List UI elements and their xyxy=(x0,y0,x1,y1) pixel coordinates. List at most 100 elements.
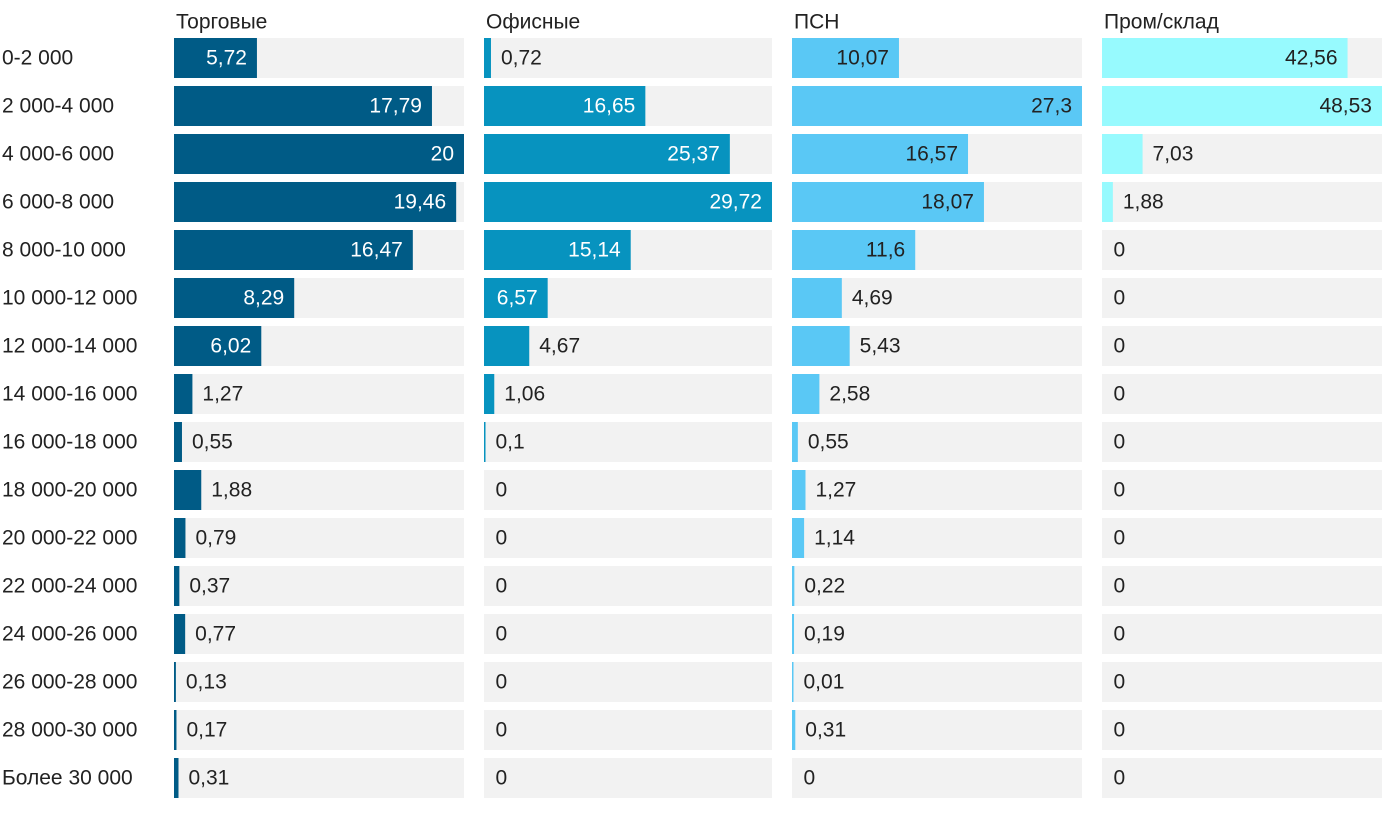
bar-track xyxy=(174,422,464,462)
data-label: 0 xyxy=(804,767,816,790)
bar xyxy=(484,182,772,222)
bar xyxy=(792,86,1082,126)
category-label: 4 000-6 000 xyxy=(2,143,114,166)
bar-track xyxy=(484,326,772,366)
category-label: 28 000-30 000 xyxy=(2,719,137,742)
data-label: 0 xyxy=(1114,575,1126,598)
bar xyxy=(174,758,179,798)
panel-1: Торговые 5,72 17,79 20 19,46 16,47 8,29 6,02 1,2… xyxy=(174,11,464,798)
data-label: 0 xyxy=(496,623,508,646)
data-label: 20 xyxy=(431,143,454,166)
bar xyxy=(1102,38,1348,78)
bar xyxy=(174,422,182,462)
data-label: 0,31 xyxy=(805,719,846,742)
data-label: 27,3 xyxy=(1031,95,1072,118)
bar-track xyxy=(1102,422,1382,462)
data-label: 11,6 xyxy=(866,239,905,262)
bar-track xyxy=(1102,182,1382,222)
bar xyxy=(174,470,202,510)
data-label: 0,1 xyxy=(496,431,525,454)
bar-track xyxy=(792,422,1082,462)
bar xyxy=(792,182,984,222)
bar-track xyxy=(1102,278,1382,318)
bar-track xyxy=(174,662,464,702)
bar xyxy=(484,230,631,270)
bar-track xyxy=(484,518,772,558)
bar xyxy=(174,518,186,558)
data-label: 0 xyxy=(496,479,508,502)
bar-track xyxy=(1102,326,1382,366)
bar-track xyxy=(1102,614,1382,654)
data-label: 1,88 xyxy=(211,479,252,502)
category-label: 26 000-28 000 xyxy=(2,671,137,694)
data-label: 0 xyxy=(1114,287,1126,310)
bar-track xyxy=(174,374,464,414)
bar-track xyxy=(1102,566,1382,606)
bar xyxy=(174,710,177,750)
data-label: 0 xyxy=(1114,671,1126,694)
bar-track xyxy=(1102,710,1382,750)
bar-track xyxy=(484,710,772,750)
bar xyxy=(174,134,464,174)
bar xyxy=(174,374,193,414)
chart-panels: Торговые 5,72 17,79 20 19,46 16,47 8,29 6,02 1,2… xyxy=(174,11,1382,798)
category-label: 8 000-10 000 xyxy=(2,239,126,262)
category-label: 22 000-24 000 xyxy=(2,575,137,598)
bar xyxy=(1102,134,1143,174)
bar xyxy=(792,710,796,750)
bar-track xyxy=(484,662,772,702)
bar xyxy=(484,422,486,462)
bar xyxy=(792,278,842,318)
bar xyxy=(174,326,262,366)
category-label: 24 000-26 000 xyxy=(2,623,137,646)
bar xyxy=(792,614,795,654)
bar xyxy=(484,86,646,126)
bar xyxy=(792,518,805,558)
bar-track xyxy=(792,566,1082,606)
data-label: 0 xyxy=(496,575,508,598)
bar-track xyxy=(484,470,772,510)
data-label: 0 xyxy=(1114,239,1126,262)
panel-3: ПСН 10,07 27,3 16,57 18,07 11,6 4,69 5,43 2,58 0,… xyxy=(792,11,1082,798)
data-label: 0,31 xyxy=(188,767,229,790)
data-label: 0,79 xyxy=(195,527,236,550)
category-label: 10 000-12 000 xyxy=(2,287,137,310)
bar xyxy=(792,38,899,78)
data-label: 0 xyxy=(1114,719,1126,742)
data-label: 0,13 xyxy=(186,671,227,694)
panel-2: Офисные 0,72 16,65 25,37 29,72 15,14 6,57 4,67 1… xyxy=(484,11,772,798)
bar xyxy=(792,566,795,606)
data-label: 0 xyxy=(1114,383,1126,406)
data-label: 0,37 xyxy=(189,575,230,598)
data-label: 1,06 xyxy=(504,383,545,406)
bar-track xyxy=(174,758,464,798)
data-label: 19,46 xyxy=(394,191,447,214)
bar-track xyxy=(484,758,772,798)
data-label: 0,72 xyxy=(501,47,542,70)
data-label: 16,47 xyxy=(350,239,403,262)
data-label: 2,58 xyxy=(829,383,870,406)
data-label: 48,53 xyxy=(1319,95,1372,118)
bar-track xyxy=(174,518,464,558)
data-label: 16,65 xyxy=(583,95,636,118)
bar-track xyxy=(484,38,772,78)
bar xyxy=(1102,86,1382,126)
bar xyxy=(792,470,806,510)
bar xyxy=(174,614,186,654)
data-label: 0,19 xyxy=(804,623,845,646)
data-label: 1,88 xyxy=(1123,191,1164,214)
bar-track xyxy=(792,518,1082,558)
bar xyxy=(792,326,850,366)
data-label: 0,01 xyxy=(804,671,845,694)
data-label: 16,57 xyxy=(905,143,958,166)
bar xyxy=(484,38,491,78)
data-label: 0 xyxy=(496,671,508,694)
data-label: 0 xyxy=(1114,479,1126,502)
bar xyxy=(174,38,257,78)
category-label: 2 000-4 000 xyxy=(2,95,114,118)
data-label: 0,77 xyxy=(195,623,236,646)
bar xyxy=(792,662,794,702)
bar-track xyxy=(1102,374,1382,414)
series-title: ПСН xyxy=(794,11,839,34)
